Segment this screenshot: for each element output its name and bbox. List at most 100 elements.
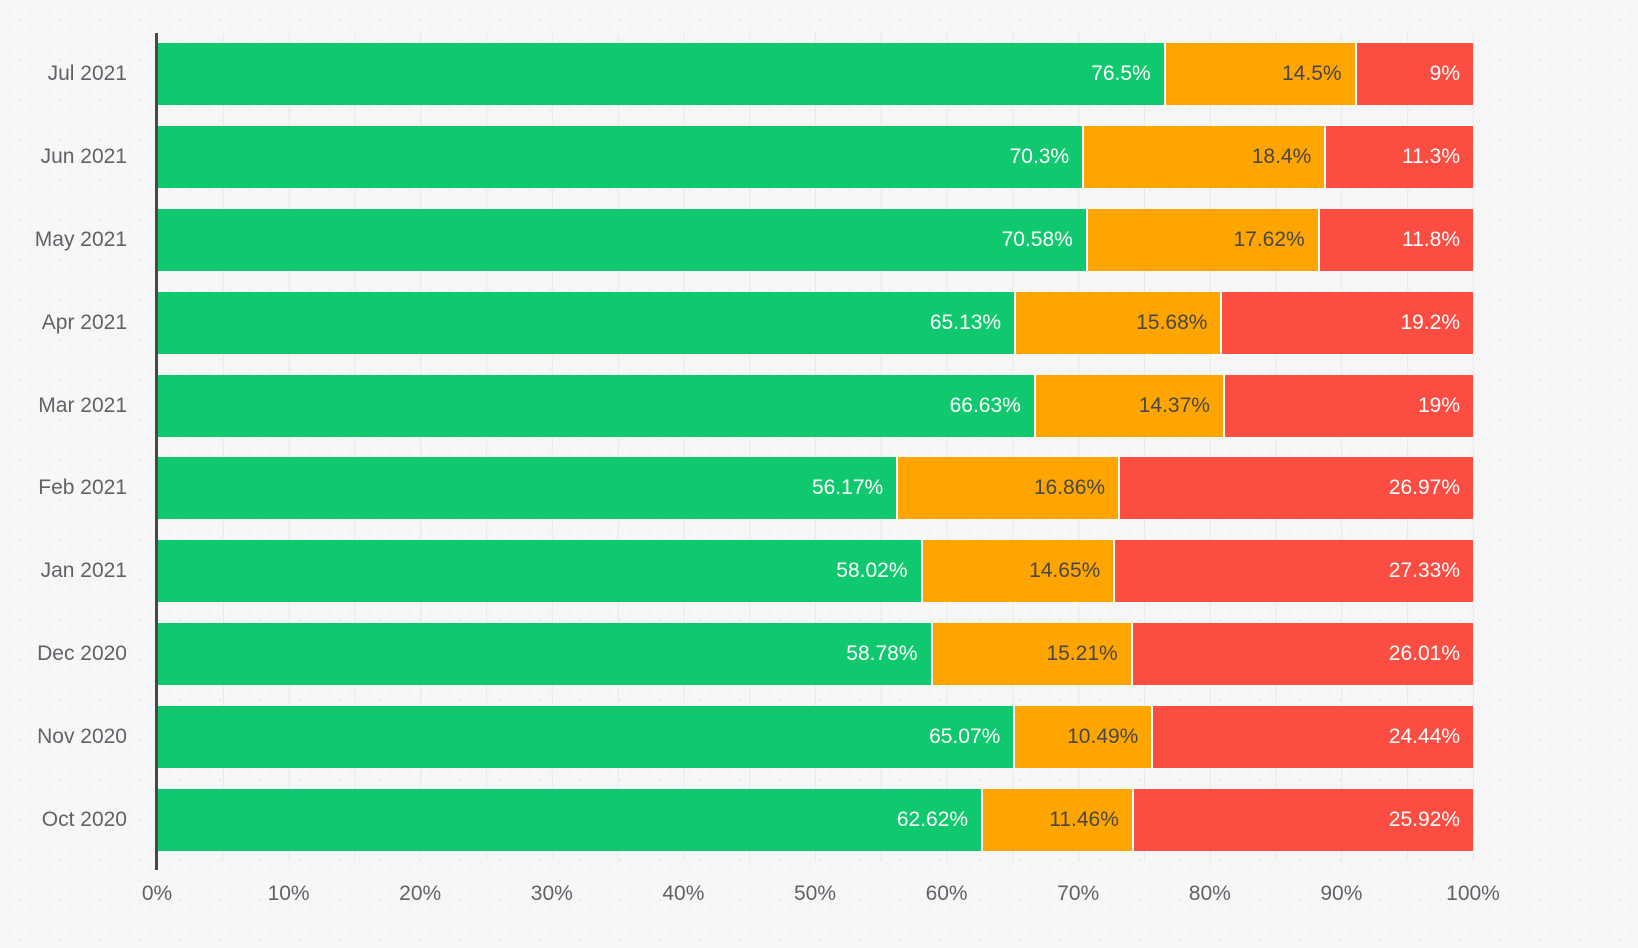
bar-value-label: 66.63% <box>949 393 1021 417</box>
bar-segment-orange[interactable]: 14.37% <box>1033 374 1223 437</box>
bar-segment-green[interactable]: 76.5% <box>157 43 1164 106</box>
bar-segment-green[interactable]: 66.63% <box>157 374 1034 437</box>
bar-row: Nov 2020 65.07% 10.49% 24.44% <box>0 695 1473 778</box>
bar-value-label: 26.97% <box>1388 476 1460 500</box>
bar-track: 58.78% 15.21% 26.01% <box>157 622 1473 685</box>
bar-row: Jul 2021 76.5% 14.5% 9% <box>0 33 1473 116</box>
x-axis-label: 60% <box>925 882 968 905</box>
bar-segment-green[interactable]: 65.13% <box>157 291 1015 354</box>
bar-segment-red[interactable]: 9% <box>1354 43 1473 106</box>
bar-value-label: 76.5% <box>1091 62 1151 86</box>
bar-track: 70.58% 17.62% 11.8% <box>157 208 1473 271</box>
bar-segment-red[interactable]: 27.33% <box>1113 540 1473 603</box>
x-axis-label: 50% <box>793 882 837 905</box>
x-axis-label: 20% <box>399 882 442 905</box>
month-label: Feb 2021 <box>38 476 127 500</box>
bar-segment-orange[interactable]: 16.86% <box>896 457 1119 520</box>
x-axis-label: 40% <box>662 882 705 905</box>
bar-segment-green[interactable]: 65.07% <box>157 705 1014 768</box>
month-label: May 2021 <box>34 227 127 251</box>
bar-value-label: 16.86% <box>1033 476 1106 500</box>
bar-segment-red[interactable]: 19% <box>1222 374 1473 437</box>
bar-track: 65.07% 10.49% 24.44% <box>157 705 1473 768</box>
month-label: Jul 2021 <box>47 62 127 86</box>
bar-value-label: 65.13% <box>929 310 1002 334</box>
bar-track: 62.62% 11.46% 25.92% <box>157 788 1473 851</box>
x-axis-label: 0% <box>141 882 173 905</box>
bar-segment-green[interactable]: 70.58% <box>157 208 1086 271</box>
bar-row: May 2021 70.58% 17.62% 11.8% <box>0 199 1473 282</box>
x-axis-labels: 0% 10% 20% 30% 40% 50% 60% 70% 80% 90% 100% <box>142 882 1500 910</box>
bar-track: 65.13% 15.68% 19.2% <box>157 291 1473 354</box>
bar-segment-red[interactable]: 26.01% <box>1130 622 1473 685</box>
bar-segment-orange[interactable]: 15.21% <box>930 622 1131 685</box>
month-label: Dec 2020 <box>37 641 127 665</box>
bar-row: Oct 2020 62.62% 11.46% 25.92% <box>0 778 1473 861</box>
bar-value-label: 24.44% <box>1388 724 1460 748</box>
bar-value-label: 25.92% <box>1388 807 1460 831</box>
bar-segment-orange[interactable]: 15.68% <box>1014 291 1221 354</box>
bar-segment-green[interactable]: 58.78% <box>157 622 931 685</box>
bar-segment-green[interactable]: 62.62% <box>157 788 982 851</box>
x-axis-label: 100% <box>1446 882 1500 905</box>
month-label: Jun 2021 <box>40 145 127 169</box>
bar-segment-orange[interactable]: 18.4% <box>1082 126 1325 189</box>
bar-value-label: 56.17% <box>811 476 884 500</box>
bar-value-label: 15.21% <box>1046 641 1118 665</box>
y-axis-line <box>155 33 158 870</box>
x-axis-label: 80% <box>1188 882 1231 905</box>
bar-value-label: 18.4% <box>1251 145 1312 169</box>
bar-rows: Jul 2021 76.5% 14.5% 9% Jun 2021 70.3% 1… <box>0 33 1473 861</box>
bar-value-label: 19% <box>1417 393 1460 417</box>
bar-row: Mar 2021 66.63% 14.37% 19% <box>0 364 1473 447</box>
bar-segment-red[interactable]: 24.44% <box>1151 705 1473 768</box>
bar-row: Jan 2021 58.02% 14.65% 27.33% <box>0 530 1473 613</box>
bar-row: Apr 2021 65.13% 15.68% 19.2% <box>0 281 1473 364</box>
bar-segment-orange[interactable]: 10.49% <box>1013 705 1152 768</box>
bar-segment-red[interactable]: 11.8% <box>1317 208 1473 271</box>
bar-segment-orange[interactable]: 14.5% <box>1163 43 1355 106</box>
month-label: Oct 2020 <box>41 807 127 831</box>
bar-segment-green[interactable]: 56.17% <box>157 457 897 520</box>
bar-segment-red[interactable]: 25.92% <box>1131 788 1473 851</box>
bar-track: 70.3% 18.4% 11.3% <box>157 126 1473 189</box>
x-axis-label: 10% <box>267 882 310 905</box>
x-axis-label: 90% <box>1320 882 1363 905</box>
bar-segment-red[interactable]: 11.3% <box>1324 126 1473 189</box>
bar-value-label: 65.07% <box>929 724 1001 748</box>
bar-track: 58.02% 14.65% 27.33% <box>157 540 1473 603</box>
month-label: Apr 2021 <box>41 310 127 334</box>
bar-segment-orange[interactable]: 11.46% <box>981 788 1132 851</box>
bar-segment-red[interactable]: 26.97% <box>1118 457 1473 520</box>
bar-value-label: 70.58% <box>1001 227 1073 251</box>
bar-value-label: 9% <box>1429 62 1460 86</box>
month-label: Nov 2020 <box>37 724 127 748</box>
bar-value-label: 70.3% <box>1009 145 1070 169</box>
bar-value-label: 27.33% <box>1388 559 1460 583</box>
bar-segment-green[interactable]: 70.3% <box>157 126 1083 189</box>
bar-value-label: 14.65% <box>1029 559 1101 583</box>
bar-value-label: 10.49% <box>1067 724 1139 748</box>
bar-value-label: 26.01% <box>1388 641 1460 665</box>
bar-segment-orange[interactable]: 17.62% <box>1085 208 1318 271</box>
bar-track: 76.5% 14.5% 9% <box>157 43 1473 106</box>
bar-value-label: 14.5% <box>1282 62 1342 86</box>
bar-segment-green[interactable]: 58.02% <box>157 540 921 603</box>
bar-value-label: 11.3% <box>1402 145 1460 169</box>
bar-value-label: 62.62% <box>896 807 969 831</box>
month-label: Mar 2021 <box>38 393 127 417</box>
x-axis-label: 30% <box>530 882 573 905</box>
bar-value-label: 11.8% <box>1402 227 1460 251</box>
bar-value-label: 15.68% <box>1136 310 1208 334</box>
bar-value-label: 19.2% <box>1400 310 1460 334</box>
bar-value-label: 14.37% <box>1138 393 1210 417</box>
bar-segment-orange[interactable]: 14.65% <box>920 540 1114 603</box>
bar-track: 66.63% 14.37% 19% <box>157 374 1473 437</box>
bar-row: Feb 2021 56.17% 16.86% 26.97% <box>0 447 1473 530</box>
chart-root: Jul 2021 76.5% 14.5% 9% Jun 2021 70.3% 1… <box>0 33 1474 870</box>
bar-segment-red[interactable]: 19.2% <box>1220 291 1473 354</box>
bar-row: Jun 2021 70.3% 18.4% 11.3% <box>0 116 1473 199</box>
bar-value-label: 17.62% <box>1233 227 1305 251</box>
bar-value-label: 11.46% <box>1049 807 1119 831</box>
